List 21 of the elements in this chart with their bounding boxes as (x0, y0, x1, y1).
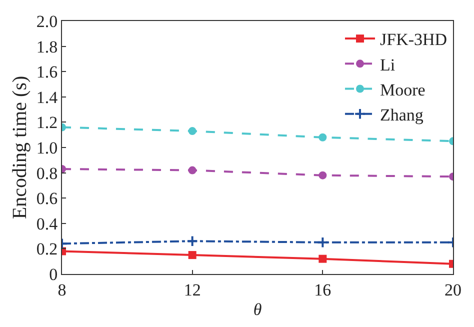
x-axis-title: θ (253, 300, 262, 319)
legend-label: Moore (380, 80, 426, 100)
y-tick-label: 0.4 (36, 214, 58, 234)
y-tick-label: 1.8 (36, 37, 58, 56)
y-tick-label: 1.0 (36, 138, 58, 158)
x-tick-label: 12 (184, 280, 201, 300)
y-tick-label: 0 (49, 264, 58, 284)
y-tick-label: 1.4 (36, 88, 58, 107)
x-tick-label: 8 (58, 280, 66, 300)
y-tick-label: 1.2 (36, 113, 58, 132)
y-tick-label: 2.0 (36, 12, 58, 31)
x-tick-label: 20 (444, 280, 462, 300)
y-tick-label: 0.2 (36, 240, 58, 259)
legend-label: JFK-3HD (380, 30, 448, 50)
x-tick-label: 16 (314, 280, 332, 300)
y-tick-label: 0.8 (36, 164, 58, 183)
y-tick-label: 1.6 (36, 62, 58, 82)
y-tick-label: 0.6 (36, 189, 58, 208)
y-axis-title: Encoding time (s) (8, 76, 31, 220)
legend-label: Li (380, 55, 396, 74)
legend-label: Zhang (380, 105, 424, 124)
